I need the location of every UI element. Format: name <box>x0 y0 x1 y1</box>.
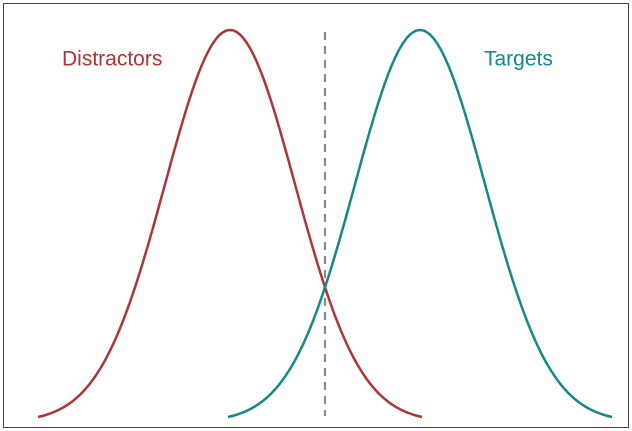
targets-label: Targets <box>484 48 553 71</box>
distractors-label: Distractors <box>62 48 162 71</box>
distractor-curve <box>37 28 423 419</box>
target-curve <box>227 28 613 419</box>
